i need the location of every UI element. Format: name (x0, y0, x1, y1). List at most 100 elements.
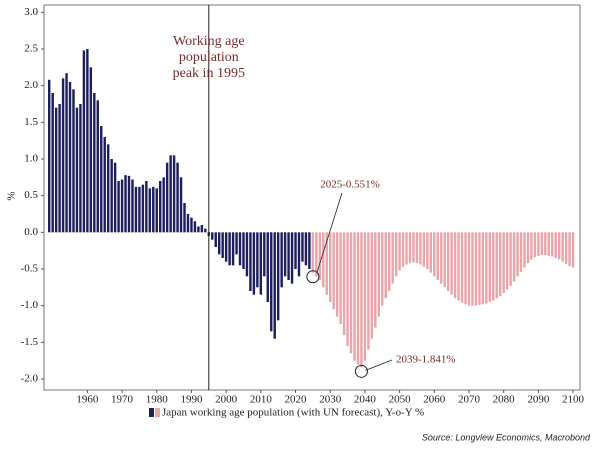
bar (308, 232, 311, 269)
bar (381, 232, 384, 306)
bar (124, 175, 127, 233)
bar (266, 232, 269, 302)
bar (474, 232, 478, 306)
bar (155, 188, 158, 233)
bar (460, 232, 464, 303)
bar (554, 232, 557, 258)
annotation: peak in 1995 (173, 66, 245, 81)
bar (363, 232, 367, 361)
bar (519, 232, 523, 272)
bar (471, 232, 474, 306)
x-tick-label: 2030 (319, 394, 342, 406)
bar (290, 232, 294, 284)
bar (387, 232, 391, 291)
bar (273, 232, 276, 339)
bar (113, 162, 117, 233)
x-tick-label: 2050 (389, 394, 412, 406)
y-tick-label: -1.5 (21, 336, 39, 348)
bar (440, 232, 443, 284)
bar (481, 232, 485, 305)
bar (259, 232, 263, 295)
bar (526, 232, 530, 264)
bar (571, 232, 575, 268)
bar (551, 232, 554, 257)
bar (138, 186, 141, 233)
bar (252, 232, 256, 295)
bar (349, 232, 353, 354)
x-tick-label: 1990 (180, 394, 203, 406)
bar (200, 225, 204, 233)
callout-label: 2025-0.551% (320, 179, 380, 191)
bar (211, 232, 214, 240)
bar (245, 232, 249, 277)
bar (346, 232, 349, 346)
bar (505, 232, 509, 290)
bar (561, 232, 564, 262)
bar (183, 203, 186, 233)
bar (65, 73, 68, 233)
bar (172, 155, 176, 233)
bar (443, 232, 446, 288)
plot-frame (43, 4, 581, 391)
bar (280, 232, 283, 288)
bar (204, 228, 207, 233)
bar (162, 177, 165, 233)
bar (152, 186, 155, 233)
bar (294, 232, 297, 269)
x-tick-label: 2000 (215, 394, 238, 406)
x-tick-label: 2070 (458, 394, 481, 406)
bar (356, 232, 360, 365)
bar (68, 82, 72, 233)
bar (419, 232, 422, 265)
bar (141, 184, 145, 233)
legend-swatch (155, 408, 160, 417)
bar (498, 232, 502, 297)
bar (256, 232, 259, 288)
annotation: Working age (173, 34, 245, 49)
bar (544, 232, 547, 256)
bar (408, 232, 412, 264)
bar (533, 232, 537, 258)
bar (384, 232, 387, 299)
x-tick-label: 1970 (111, 394, 134, 406)
y-axis-label: % (6, 191, 18, 200)
bar (120, 179, 124, 233)
bar (193, 221, 197, 233)
bar (72, 89, 75, 233)
bar (54, 107, 58, 233)
bar (224, 232, 228, 262)
bar (360, 232, 363, 368)
bar (165, 162, 169, 233)
bar (342, 232, 346, 335)
bar (297, 232, 301, 277)
x-tick-label: 2010 (250, 394, 273, 406)
bar (426, 232, 429, 269)
bar (47, 79, 51, 233)
bar (377, 232, 380, 317)
bar (106, 144, 110, 233)
bar (339, 232, 342, 324)
bar (270, 232, 273, 332)
y-tick-label: -0.5 (21, 263, 39, 275)
bar (436, 232, 439, 280)
bar (332, 232, 335, 310)
callout-label: 2039-1.841% (396, 354, 456, 366)
bar (304, 232, 308, 266)
legend-label: Japan working age population (with UN fo… (162, 407, 424, 419)
bar (537, 232, 540, 256)
bar (51, 93, 54, 233)
bar (564, 232, 568, 264)
bar (221, 232, 224, 258)
bar (322, 232, 325, 288)
y-tick-label: 1.0 (24, 153, 38, 165)
bar (79, 104, 82, 233)
bar (467, 232, 471, 306)
x-tick-label: 2090 (527, 394, 550, 406)
bar (370, 232, 374, 339)
y-tick-label: 2.5 (24, 43, 38, 55)
bar (488, 232, 492, 302)
bar (228, 232, 231, 266)
bar (335, 232, 339, 317)
x-tick-label: 1960 (76, 394, 99, 406)
bar (405, 232, 408, 265)
